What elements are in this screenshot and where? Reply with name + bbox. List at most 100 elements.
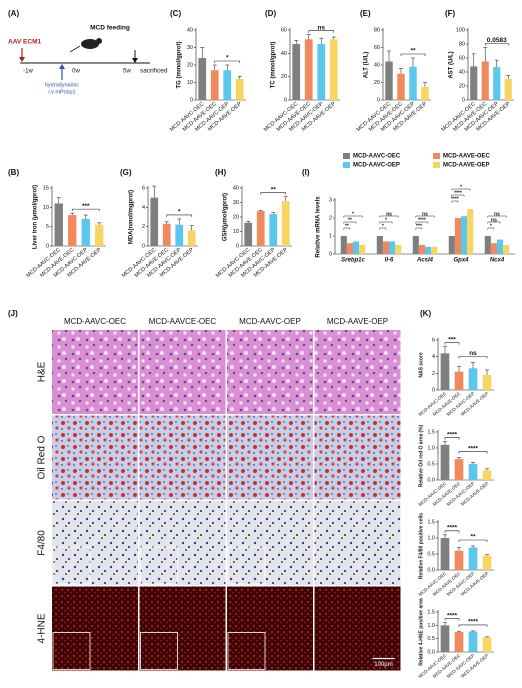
panel-label: (E): [360, 9, 371, 18]
bar: [440, 538, 450, 570]
significance-label: ***: [448, 336, 456, 343]
panel-label: (K): [420, 309, 431, 318]
bar: [353, 241, 360, 254]
legend-label: MCD-AAVC-OEC: [353, 154, 401, 160]
significance-bracket: [444, 342, 460, 345]
inset: [52, 546, 91, 585]
y-tick-label: 10: [43, 205, 49, 211]
significance-bracket: [458, 539, 488, 542]
significance-label: ns: [469, 350, 477, 357]
x-tick-label: Acsl4: [416, 258, 434, 264]
significance-bracket: [415, 215, 435, 218]
timepoint: 0w: [72, 69, 80, 75]
scale-bar-label: 100μm: [374, 662, 392, 668]
y-tick-label: 60: [281, 27, 287, 33]
significance-bracket: [379, 227, 387, 230]
x-tick-label: Il-6: [385, 258, 394, 264]
significance-label: *: [352, 211, 354, 217]
significance-label: ***: [82, 203, 90, 210]
micrograph: [314, 415, 401, 500]
y-tick-label: 10: [187, 80, 193, 86]
y-tick-label: 10: [233, 229, 239, 235]
y-tick-label: 1.0: [427, 623, 435, 629]
significance-label: ns: [422, 211, 428, 217]
bar: [210, 70, 219, 100]
bar: [448, 236, 455, 254]
feeding-label: MCD feeding: [90, 25, 130, 32]
y-tick-label: 60: [374, 45, 380, 51]
significance-bracket: [343, 215, 363, 218]
bar: [468, 464, 478, 480]
legend-swatch: [343, 162, 350, 168]
bar: [440, 625, 450, 652]
significance-bracket: [400, 53, 426, 56]
y-tick-label: 60: [459, 55, 465, 61]
inset: [227, 632, 266, 670]
injection-detail: i.v mPcbp1: [48, 89, 75, 95]
significance-bracket: [166, 214, 193, 217]
legend-swatch: [343, 153, 350, 159]
bar: [382, 241, 389, 254]
y-tick-label: 30: [233, 200, 239, 206]
significance-bracket: [343, 227, 351, 230]
significance-bracket: [444, 437, 460, 440]
y-axis-label: TC (mmol/gprot): [271, 42, 277, 89]
significance-label: *: [382, 223, 384, 229]
bar: [95, 224, 104, 246]
bar: [440, 353, 450, 390]
y-tick-label: 30: [187, 45, 193, 51]
micrograph: [314, 330, 401, 414]
y-tick-label: 40: [459, 69, 465, 75]
y-tick-label: 20: [374, 80, 380, 86]
significance-bracket: [458, 356, 488, 359]
bar: [412, 236, 419, 254]
bar: [454, 371, 464, 390]
y-tick-label: 0: [462, 97, 465, 103]
micrograph: [314, 586, 401, 671]
y-tick-label: 80: [374, 27, 380, 33]
y-tick-label: 0: [236, 243, 239, 249]
bar: [431, 246, 438, 254]
column-title: MCD-AAVC-OEC: [64, 317, 126, 326]
significance-bracket: [484, 43, 509, 46]
significance-label: *: [226, 55, 229, 62]
bar: [490, 243, 497, 254]
panel-label: (J): [8, 309, 18, 318]
y-tick-label: 2: [329, 215, 332, 221]
bar: [359, 245, 366, 254]
significance-label: **: [345, 223, 349, 229]
significance-bracket: [451, 194, 465, 197]
significance-label: ****: [468, 619, 479, 626]
y-tick-label: 0.5: [427, 551, 435, 557]
significance-bracket: [458, 451, 488, 454]
arrow-head: [59, 64, 65, 69]
panel-label: (A): [8, 9, 19, 18]
bar: [223, 70, 232, 100]
y-axis-label: Relative 4-HNE positive area: [418, 598, 424, 666]
legend-label: MCD-AAVE-OEC: [443, 154, 491, 160]
bar: [187, 230, 196, 246]
bar: [468, 547, 478, 570]
bar: [281, 201, 290, 246]
significance-label: **: [470, 534, 476, 541]
panel-label: (I): [302, 168, 310, 177]
bar: [468, 368, 478, 390]
y-axis-label: NAS score: [418, 352, 424, 378]
micrograph: [227, 330, 313, 414]
significance-bracket: [444, 618, 460, 621]
y-axis-label: Relative Oil red O area (%): [418, 424, 424, 487]
panel-label: (G): [120, 168, 132, 177]
y-tick-label: 1.5: [427, 429, 435, 435]
legend-swatch: [433, 162, 440, 168]
x-tick-label: Ncx4: [490, 258, 505, 264]
y-tick-label: 0: [284, 97, 287, 103]
bar: [482, 375, 492, 390]
micrograph: [227, 415, 313, 500]
bar: [346, 243, 353, 254]
significance-label: **: [271, 186, 277, 193]
bar: [329, 39, 338, 100]
y-tick-label: 2: [432, 371, 435, 377]
bar: [317, 44, 326, 100]
bar: [482, 637, 492, 652]
arrow-head: [132, 58, 138, 63]
